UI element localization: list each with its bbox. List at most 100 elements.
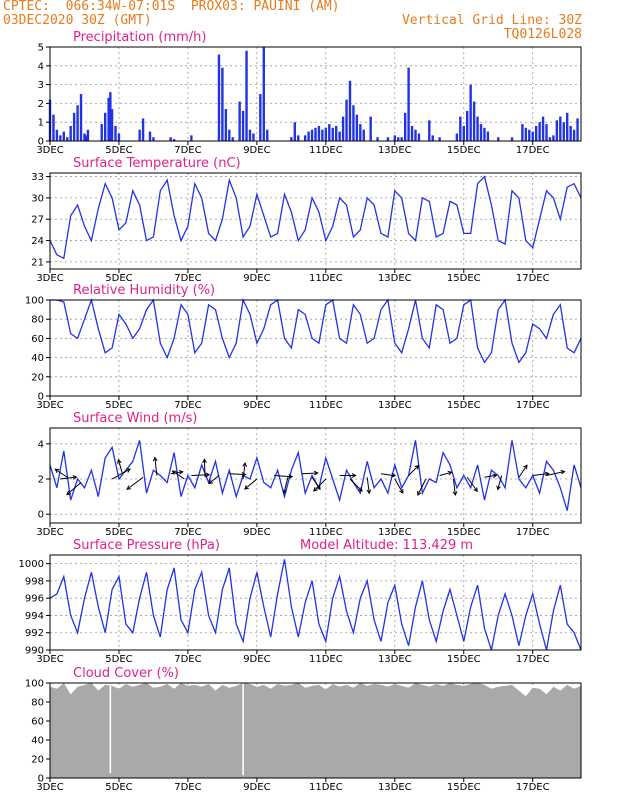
precip-bar bbox=[510, 137, 514, 141]
precip-bar bbox=[328, 124, 331, 141]
precip-bar bbox=[479, 124, 483, 141]
temp-xtick-label: 17DEC bbox=[516, 273, 550, 284]
precip-bar bbox=[55, 129, 59, 141]
wind-arrow-head bbox=[66, 490, 72, 496]
rh-xtick-label: 5DEC bbox=[105, 400, 132, 411]
wind-arrow bbox=[518, 464, 528, 478]
pres-xtick-label: 3DEC bbox=[36, 654, 63, 665]
wind-arrow-head bbox=[208, 479, 213, 485]
temp-xtick-label: 5DEC bbox=[105, 273, 132, 284]
wind-xtick-label: 5DEC bbox=[105, 527, 132, 538]
wind-arrow bbox=[349, 478, 363, 492]
cloud-ytick-label: 60 bbox=[31, 717, 44, 728]
wind-arrow bbox=[191, 474, 210, 476]
precip-bar bbox=[266, 129, 269, 141]
precip-title: Precipitation (mm/h) bbox=[73, 30, 206, 45]
precip-bar bbox=[324, 127, 328, 141]
precip-xtick-label: 7DEC bbox=[174, 145, 201, 156]
wind-arrow-head bbox=[452, 491, 458, 497]
precip-bar bbox=[169, 137, 172, 141]
cloud-xtick-label: 3DEC bbox=[36, 782, 63, 793]
precip-bar bbox=[483, 127, 486, 141]
precip-bar bbox=[238, 101, 241, 141]
header-line2-right: Vertical Grid Line: 30Z bbox=[401, 13, 582, 28]
pres-xtick-label: 7DEC bbox=[174, 654, 201, 665]
precip-bar bbox=[466, 110, 469, 141]
rh-series-line bbox=[50, 297, 582, 364]
precip-bar bbox=[252, 133, 255, 141]
precip-bar bbox=[248, 129, 252, 141]
precip-bar bbox=[476, 116, 479, 141]
wind-arrow-head bbox=[316, 485, 321, 491]
precip-bar bbox=[417, 133, 421, 141]
wind-arrow bbox=[170, 471, 183, 475]
precip-ytick-label: 3 bbox=[38, 80, 44, 91]
wind-arrow-head bbox=[399, 489, 404, 494]
precip-bar bbox=[86, 129, 90, 141]
wind-arrow-head bbox=[523, 464, 528, 470]
wind-arrow-head bbox=[351, 473, 357, 478]
pres-xtick-label: 11DEC bbox=[309, 654, 343, 665]
wind-arrow bbox=[408, 465, 419, 476]
wind-arrow bbox=[546, 471, 565, 476]
wind-arrow-head bbox=[54, 468, 60, 474]
precip-bar bbox=[559, 116, 562, 141]
cloud-ytick-label: 20 bbox=[31, 755, 44, 766]
precip-frame bbox=[49, 46, 582, 142]
cloud-xtick-label: 7DEC bbox=[174, 782, 201, 793]
cloud-panel: Cloud Cover (%) 0 20 40 60 80 100 3DEC 5DEC 7DEC 9… bbox=[25, 666, 582, 793]
wind-arrow bbox=[484, 474, 497, 478]
temp-series-line bbox=[49, 175, 582, 260]
cloud-xtick-label: 13DEC bbox=[378, 782, 412, 793]
wind-arrow bbox=[154, 457, 158, 476]
precip-bar bbox=[245, 50, 248, 142]
precip-bar bbox=[438, 137, 441, 141]
precip-bar bbox=[359, 124, 362, 141]
precip-bar bbox=[566, 112, 569, 141]
rh-ytick-label: 0 bbox=[38, 392, 44, 403]
pres-series-line bbox=[49, 559, 582, 651]
precip-bar bbox=[110, 109, 114, 141]
wind-arrow-head bbox=[313, 470, 319, 476]
precip-bar bbox=[69, 125, 72, 141]
wind-arrow-head bbox=[492, 473, 498, 479]
precip-bar bbox=[338, 131, 341, 141]
precip-bar bbox=[217, 54, 221, 141]
wind-arrow-head bbox=[391, 472, 397, 478]
cloud-dip bbox=[109, 683, 112, 774]
wind-frame bbox=[49, 427, 582, 524]
wind-arrow-head bbox=[152, 456, 158, 462]
precip-xtick-label: 15DEC bbox=[447, 145, 481, 156]
wind-xtick-label: 11DEC bbox=[309, 527, 343, 538]
rh-xtick-label: 17DEC bbox=[516, 400, 550, 411]
cloud-title: Cloud Cover (%) bbox=[73, 666, 179, 681]
precip-ytick-label: 4 bbox=[38, 61, 44, 72]
wind-arrow-head bbox=[241, 472, 247, 477]
wind-arrow bbox=[301, 472, 318, 475]
precip-bar bbox=[548, 137, 552, 141]
cloud-area bbox=[50, 683, 581, 778]
precip-bar bbox=[552, 135, 555, 141]
precip-bar bbox=[497, 137, 500, 141]
precip-bar bbox=[400, 137, 403, 141]
wind-arrow bbox=[208, 475, 220, 484]
wind-arrow-head bbox=[560, 469, 566, 475]
precip-bar bbox=[355, 114, 359, 141]
precip-ytick-label: 0 bbox=[38, 137, 44, 148]
precip-bar bbox=[362, 129, 365, 141]
precip-bar bbox=[414, 129, 417, 141]
precip-bar bbox=[241, 110, 245, 141]
cloud-xtick-label: 11DEC bbox=[309, 782, 343, 793]
wind-arrow bbox=[439, 471, 452, 476]
pres-panel: Surface Pressure (hPa) Model Altitude: 11… bbox=[19, 538, 582, 665]
precip-bar bbox=[393, 135, 397, 141]
temp-ytick-label: 24 bbox=[31, 236, 44, 247]
wind-panel: Surface Wind (m/s) 0 2 4 3DEC 5DEC 7DEC 9DEC 11D… bbox=[36, 411, 582, 538]
precip-ytick-label: 1 bbox=[38, 118, 44, 129]
temp-ytick-label: 33 bbox=[31, 172, 44, 183]
precip-bar bbox=[114, 125, 117, 141]
header-line3-right: TQ0126L028 bbox=[503, 27, 582, 42]
wind-arrow-head bbox=[126, 468, 131, 473]
temp-ytick-label: 21 bbox=[31, 257, 44, 268]
wind-arrow bbox=[54, 468, 68, 478]
